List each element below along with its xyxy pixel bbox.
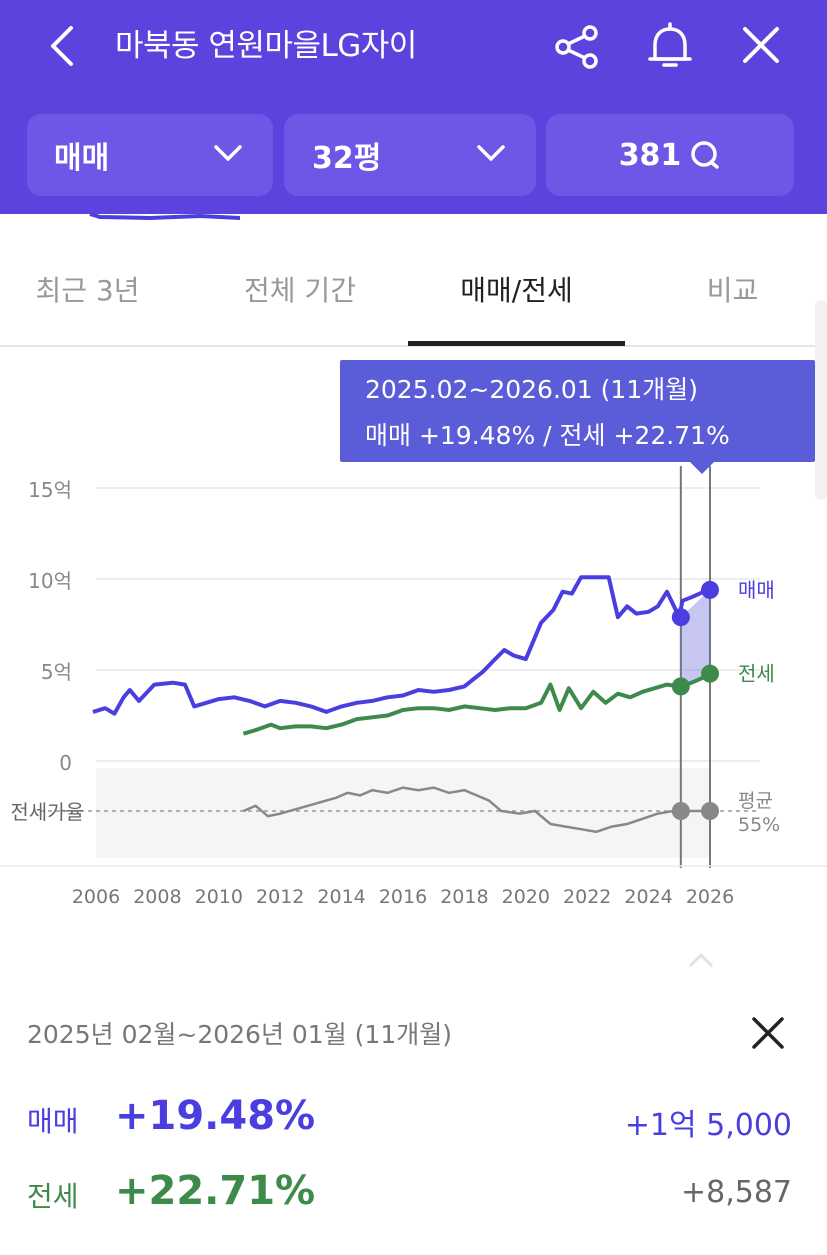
ratio-start-point [671, 802, 690, 820]
tab-active-indicator [408, 341, 625, 346]
chevron-down-icon [477, 145, 505, 161]
scrolled-content-edge [89, 214, 241, 221]
y-tick-label: 15억 [28, 478, 72, 502]
x-tick-label: 2016 [379, 886, 427, 908]
jeonse-label: 전세 [27, 1180, 79, 1213]
close-icon [752, 1017, 784, 1049]
tooltip-range: 2025.02~2026.01 (11개월) [365, 375, 698, 404]
sale-price-line [92, 575, 711, 716]
ratio-average-value: 55% [738, 814, 780, 836]
jeonse-ratio-line [242, 786, 710, 834]
page-title: 마북동 연원마을LG자이 [115, 28, 417, 64]
legend-jeonse: 전세 [738, 662, 775, 686]
summary-close-button[interactable] [750, 1015, 788, 1053]
x-tick-label: 2006 [72, 886, 120, 908]
legend-sale: 매매 [738, 578, 775, 602]
ratio-panel-bg [96, 768, 710, 858]
y-tick-label: 0 [59, 751, 72, 775]
comment-icon [691, 141, 720, 169]
app-header: 마북동 연원마을LG자이 매매 32평 381 [0, 0, 827, 214]
period-tabs: 최근 3년 전체 기간 매매/전세 비교 [0, 246, 827, 346]
tooltip-summary: 매매 +19.48% / 전세 +22.71% [365, 421, 730, 450]
tab-divider [0, 345, 827, 347]
comments-button[interactable]: 381 [546, 114, 794, 196]
tab-sale-jeonse[interactable]: 매매/전세 [460, 274, 573, 307]
back-button[interactable] [40, 22, 84, 70]
x-tick-label: 2022 [563, 886, 611, 908]
notification-button[interactable] [643, 20, 697, 72]
x-tick-label: 2024 [624, 886, 672, 908]
x-tick-label: 2018 [440, 886, 488, 908]
close-icon [743, 27, 779, 63]
sale-percent: +19.48% [115, 1093, 316, 1139]
y-tick-label: 10억 [28, 569, 72, 593]
trade-type-value: 매매 [54, 141, 110, 176]
collapse-caret-icon [688, 952, 714, 968]
sale-end-point [701, 580, 719, 599]
close-button[interactable] [738, 22, 784, 68]
sale-start-point [671, 608, 690, 627]
y-tick-label: 5억 [41, 660, 72, 684]
jeonse-percent: +22.71% [115, 1168, 316, 1214]
ratio-average-label: 평균 [738, 790, 773, 812]
scrollbar[interactable] [815, 300, 827, 500]
ratio-axis-label: 전세가율 [10, 800, 84, 824]
x-tick-label: 2014 [317, 886, 365, 908]
area-dropdown[interactable]: 32평 [284, 114, 536, 196]
sale-label: 매매 [27, 1105, 79, 1138]
jeonse-amount: +8,587 [680, 1175, 792, 1210]
area-value: 32평 [312, 141, 382, 176]
jeonse-start-point [671, 677, 690, 696]
comment-count: 381 [618, 137, 682, 173]
bell-icon [648, 22, 692, 67]
sale-amount: +1억 5,000 [624, 1108, 792, 1143]
x-tick-label: 2020 [502, 886, 550, 908]
chevron-down-icon [214, 145, 242, 161]
ratio-end-point [701, 802, 719, 820]
chart-tooltip: 2025.02~2026.01 (11개월) 매매 +19.48% / 전세 +… [340, 360, 815, 474]
tab-recent-3y[interactable]: 최근 3년 [35, 274, 140, 307]
jeonse-end-point [701, 664, 719, 683]
back-icon [51, 26, 73, 66]
x-tick-label: 2008 [133, 886, 181, 908]
summary-period: 2025년 02월~2026년 01월 (11개월) [27, 1020, 452, 1049]
tooltip-pointer [690, 462, 714, 474]
x-tick-label: 2010 [195, 886, 243, 908]
tab-compare[interactable]: 비교 [706, 274, 759, 307]
trade-type-dropdown[interactable]: 매매 [27, 114, 273, 196]
x-tick-label: 2026 [686, 886, 734, 908]
tab-all-period[interactable]: 전체 기간 [244, 274, 356, 307]
jeonse-price-line [242, 671, 712, 736]
x-tick-label: 2012 [256, 886, 304, 908]
share-button[interactable] [552, 22, 602, 72]
share-icon [555, 25, 598, 69]
